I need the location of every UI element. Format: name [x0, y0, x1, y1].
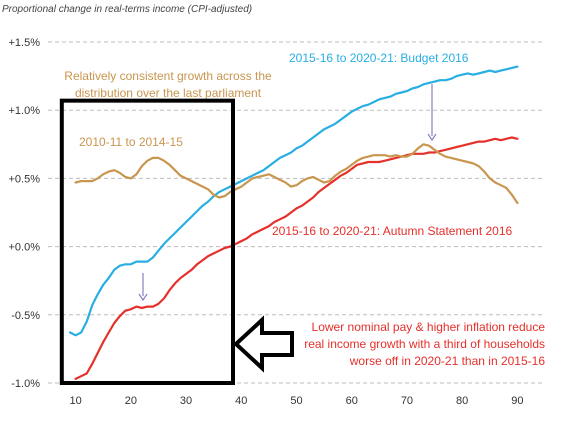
x-tick-label: 90 — [511, 395, 523, 407]
down-arrow-budget-head — [427, 133, 437, 142]
series-lines — [69, 65, 519, 380]
y-tick-label: -0.5% — [11, 310, 40, 322]
annotation-line: 2015-16 to 2020-21: Autumn Statement 201… — [272, 224, 513, 238]
annotation-autumn-label: 2015-16 to 2020-21: Autumn Statement 201… — [272, 224, 513, 238]
left-arrow-icon — [233, 315, 294, 373]
annotations: 2015-16 to 2020-21: Budget 2016 Relativel… — [64, 51, 545, 368]
annotation-line: real income growth with a third of house… — [304, 337, 545, 351]
y-tick-label: +0.0% — [9, 242, 41, 254]
series-line-2 — [74, 143, 519, 205]
y-tick-label: +0.5% — [9, 173, 41, 185]
annotation-line: Relatively consistent growth across the — [64, 69, 272, 83]
y-tick-label: +1.5% — [9, 37, 41, 49]
annotation-lower-pay: Lower nominal pay & higher inflation red… — [304, 320, 545, 368]
y-tick-label: +1.0% — [9, 105, 41, 117]
annotation-line: worse off in 2020-21 than in 2015-16 — [349, 354, 546, 368]
y-axis-ticks: +1.5% +1.0% +0.5% +0.0% -0.5% -1.0% — [9, 37, 41, 390]
series-line-1 — [74, 136, 519, 380]
annotation-line: Lower nominal pay & higher inflation red… — [312, 320, 546, 334]
y-tick-label: -1.0% — [11, 378, 40, 390]
x-tick-label: 30 — [180, 395, 192, 407]
y-axis-label: Proportional change in real-terms income… — [2, 4, 252, 15]
x-tick-label: 40 — [235, 395, 247, 407]
x-tick-label: 60 — [346, 395, 358, 407]
series-line-0 — [69, 65, 519, 337]
annotation-line: 2015-16 to 2020-21: Budget 2016 — [289, 51, 469, 65]
annotation-consistent-growth: Relatively consistent growth across the d… — [64, 69, 272, 100]
decorations — [59, 84, 437, 385]
x-tick-label: 80 — [456, 395, 468, 407]
annotation-line: distribution over the last parliament — [75, 86, 262, 100]
down-arrow-low-income-head — [138, 293, 148, 302]
x-tick-label: 50 — [290, 395, 302, 407]
annotation-budget-label: 2015-16 to 2020-21: Budget 2016 — [289, 51, 469, 65]
annotation-line: 2010-11 to 2014-15 — [79, 135, 183, 149]
x-axis-ticks: 10 20 30 40 50 60 70 80 90 — [69, 395, 523, 407]
annotation-period-label: 2010-11 to 2014-15 — [79, 135, 183, 149]
x-tick-label: 70 — [401, 395, 413, 407]
gridlines — [48, 41, 545, 384]
x-tick-label: 20 — [125, 395, 137, 407]
highlight-box — [59, 98, 235, 385]
x-tick-label: 10 — [69, 395, 81, 407]
